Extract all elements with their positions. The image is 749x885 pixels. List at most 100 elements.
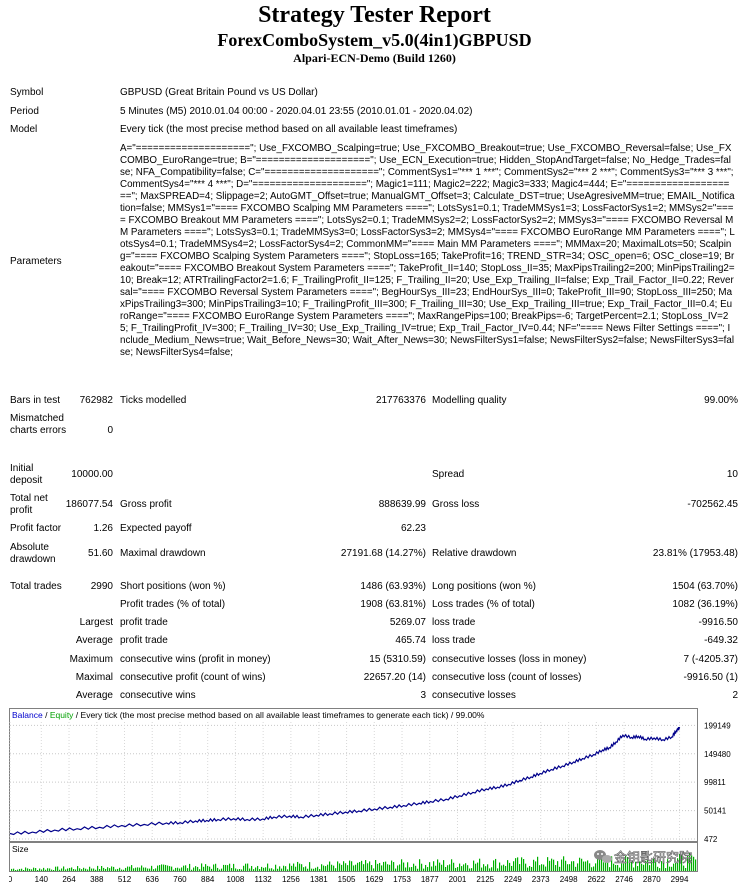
size-bar — [43, 867, 45, 871]
size-bar — [291, 865, 293, 871]
average-loss-value: -649.32 — [704, 635, 738, 646]
size-bar — [373, 868, 375, 871]
size-bar — [81, 869, 83, 871]
max-consecutive-loss-label: consecutive loss (count of losses) — [432, 672, 582, 683]
size-bar — [443, 860, 445, 871]
size-bar — [85, 868, 87, 871]
size-bar — [501, 865, 503, 871]
size-bar — [197, 866, 199, 871]
size-bar — [465, 863, 467, 871]
size-bar — [575, 866, 577, 871]
size-bar — [415, 865, 417, 871]
size-bar — [595, 863, 597, 871]
size-bar — [37, 870, 39, 871]
y-tick-label: 99811 — [704, 778, 726, 787]
size-bar — [629, 859, 631, 871]
size-bar — [461, 866, 463, 871]
size-bar — [307, 868, 309, 871]
size-bar — [53, 870, 55, 871]
size-bar — [469, 868, 471, 871]
size-bar — [303, 867, 305, 871]
ticks-label: Ticks modelled — [120, 395, 187, 406]
size-bar — [403, 862, 405, 871]
size-bar — [645, 860, 647, 871]
size-bar — [419, 859, 421, 871]
avg-consecutive-losses-value: 2 — [732, 690, 738, 701]
size-bar — [17, 869, 19, 871]
size-bar — [169, 866, 171, 871]
size-bar — [687, 855, 689, 871]
size-bar — [83, 867, 85, 871]
report-title: Strategy Tester Report — [258, 2, 491, 28]
size-bar — [549, 860, 551, 871]
size-bar — [615, 864, 617, 871]
x-tick-label: 2870 — [643, 875, 661, 884]
size-bar — [439, 862, 441, 871]
size-bar — [287, 869, 289, 871]
size-bar — [99, 868, 101, 871]
size-bar — [233, 863, 235, 871]
size-bar — [209, 866, 211, 871]
size-bar — [45, 869, 47, 871]
size-bar — [689, 853, 691, 871]
initial-deposit-value: 10000.00 — [71, 469, 113, 480]
size-bar — [609, 867, 611, 871]
size-bar — [199, 869, 201, 871]
loss-trades-label: Loss trades (% of total) — [432, 599, 535, 610]
size-bar — [217, 867, 219, 871]
size-bars — [11, 853, 697, 871]
size-bar — [393, 862, 395, 871]
size-bar — [683, 865, 685, 871]
size-bar — [527, 867, 529, 871]
size-bar — [319, 869, 321, 871]
size-bar — [13, 868, 15, 871]
size-bar — [407, 862, 409, 871]
size-bar — [159, 865, 161, 871]
size-bar — [299, 863, 301, 871]
x-tick-label: 512 — [118, 875, 132, 884]
size-bar — [181, 867, 183, 871]
size-bar — [539, 865, 541, 871]
max-consecutive-loss-value: -9916.50 (1) — [683, 672, 738, 683]
size-bar — [315, 867, 317, 871]
size-bar — [341, 864, 343, 871]
size-bar — [347, 865, 349, 871]
size-bar — [577, 863, 579, 871]
size-bar — [167, 865, 169, 871]
size-bar — [145, 867, 147, 871]
size-bar — [369, 861, 371, 871]
size-bar — [39, 868, 41, 871]
max-consecutive-profit-label: consecutive profit (count of wins) — [120, 672, 266, 683]
size-bar — [221, 868, 223, 871]
net-profit-label: Total net profit — [10, 493, 48, 516]
size-bar — [95, 869, 97, 871]
average-profit-value: 465.74 — [395, 635, 426, 646]
size-bar — [523, 859, 525, 871]
size-bar — [117, 868, 119, 871]
y-tick-label: 50141 — [704, 807, 727, 816]
size-bar — [147, 868, 149, 871]
size-bar — [143, 867, 145, 871]
size-bar — [33, 867, 35, 871]
size-bar — [471, 868, 473, 871]
size-bar — [163, 864, 165, 871]
size-bar — [77, 866, 79, 871]
size-bar — [391, 860, 393, 871]
size-bar — [553, 859, 555, 871]
size-bar — [477, 862, 479, 871]
size-bar — [455, 867, 457, 871]
size-bar — [367, 863, 369, 871]
size-bar — [401, 859, 403, 871]
size-bar — [313, 868, 315, 871]
absolute-drawdown-value: 51.60 — [87, 548, 113, 559]
size-bar — [47, 868, 49, 871]
size-bar — [605, 856, 607, 871]
size-bar — [79, 868, 81, 871]
size-bar — [219, 869, 221, 871]
gross-profit-label: Gross profit — [120, 499, 172, 510]
relative-drawdown-value: 23.81% (17953.48) — [652, 548, 738, 559]
size-bar — [107, 867, 109, 871]
size-bar — [321, 864, 323, 871]
size-bar — [333, 865, 335, 871]
maximum-label: Maximum — [69, 654, 113, 665]
